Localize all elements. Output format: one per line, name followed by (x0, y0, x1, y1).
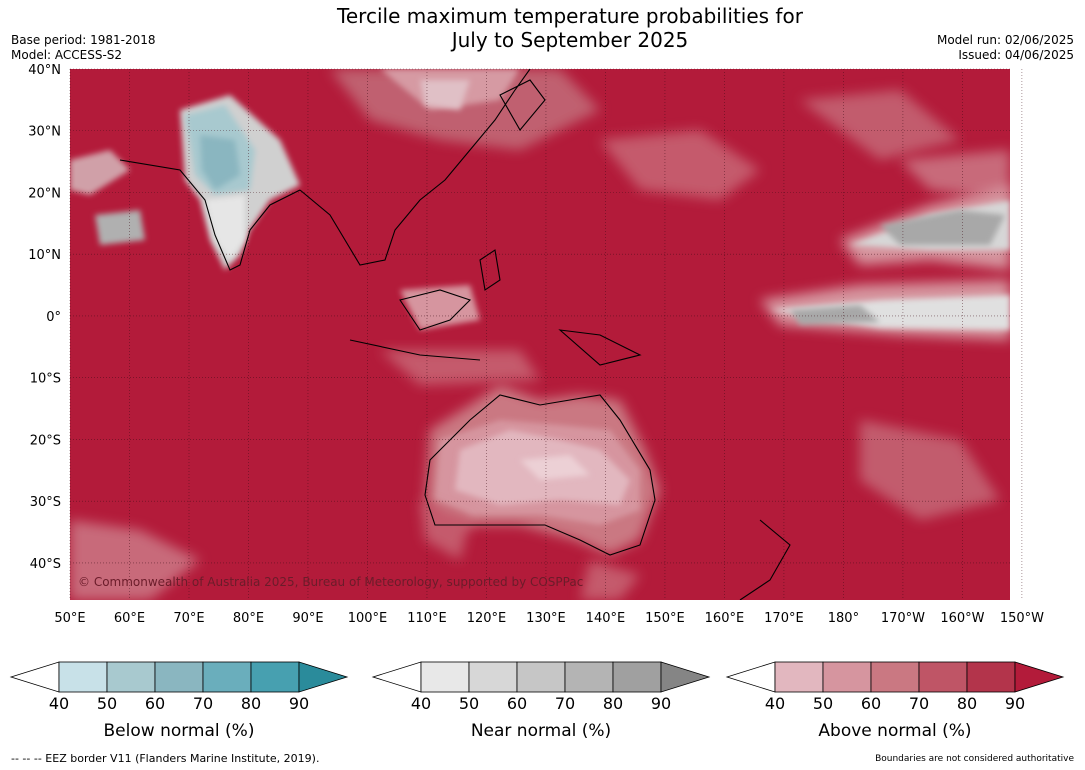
eez-footnote: -- -- -- EEZ border V11 (Flanders Marine… (11, 752, 320, 765)
lon-tick-label: 150°W (1000, 611, 1044, 626)
colorbar-2: 40 50 60 70 80 90 Near normal (%) (371, 661, 711, 741)
colorbar-extend-low (371, 661, 422, 693)
colorbar-3: 40 50 60 70 80 90 Above normal (%) (725, 661, 1065, 741)
colorbar-segment (822, 661, 872, 693)
lon-tick-label: 90°E (292, 611, 323, 626)
colorbar-tick-label: 70 (193, 694, 213, 713)
model-name: Model: ACCESS-S2 (11, 48, 123, 62)
colorbar-label: Above normal (%) (818, 721, 971, 741)
lon-tick-label: 60°E (114, 611, 145, 626)
copyright-text: © Commonwealth of Australia 2025, Bureau… (78, 575, 583, 589)
title-line-2: July to September 2025 (451, 28, 689, 52)
lon-tick-label: 70°E (173, 611, 204, 626)
colorbar-extend-low (9, 661, 60, 693)
graticule (69, 68, 1023, 600)
colorbar-segment (202, 661, 252, 693)
colorbar-tick-label: 40 (411, 694, 431, 713)
colorbar-segment (870, 661, 920, 693)
lat-tick-label: 10°S (30, 372, 61, 387)
lat-tick-label: 20°S (30, 433, 61, 448)
colorbar-tick-label: 90 (651, 694, 671, 713)
colorbar-tick-label: 60 (861, 694, 881, 713)
colorbar-segment (966, 661, 1016, 693)
colorbar-tick-label: 90 (1005, 694, 1025, 713)
colorbar-tick-label: 50 (97, 694, 117, 713)
lon-tick-label: 150°E (645, 611, 685, 626)
lat-tick-label: 10°N (28, 248, 61, 263)
colorbar-segment (774, 661, 824, 693)
latitude-tick-labels: 40°N 30°N 20°N 10°N 0° 10°S 20°S 30°S 40°S (28, 63, 61, 572)
meta-left: Base period: 1981-2018 Model: ACCESS-S2 (11, 33, 156, 63)
colorbar-tick-label: 60 (145, 694, 165, 713)
colorbar-segment (250, 661, 300, 693)
lon-tick-label: 160°E (705, 611, 745, 626)
lon-tick-label: 130°E (526, 611, 566, 626)
lon-tick-label: 80°E (233, 611, 264, 626)
colorbar-tick-label: 40 (765, 694, 785, 713)
colorbar-tick-label: 60 (507, 694, 527, 713)
colorbar-extend-high (1014, 661, 1065, 693)
title-line-1: Tercile maximum temperature probabilitie… (337, 4, 803, 28)
colorbar-tick-label: 40 (49, 694, 69, 713)
colorbar-tick-label: 70 (555, 694, 575, 713)
colorbar-tick-label: 80 (957, 694, 977, 713)
colorbar-tick-label: 50 (459, 694, 479, 713)
lon-tick-label: 170°W (881, 611, 925, 626)
colorbar-segment (468, 661, 518, 693)
lon-tick-label: 180° (828, 611, 859, 626)
colorbar-segment (106, 661, 156, 693)
lon-tick-label: 160°W (940, 611, 984, 626)
lat-tick-label: 30°S (30, 495, 61, 510)
base-period: Base period: 1981-2018 (11, 33, 156, 47)
map-title: Tercile maximum temperature probabilitie… (0, 4, 1085, 52)
colorbar-tick-label: 90 (289, 694, 309, 713)
lat-tick-label: 40°S (30, 557, 61, 572)
colorbar-extend-low (725, 661, 776, 693)
lat-tick-label: 40°N (28, 63, 61, 78)
colorbar-label: Below normal (%) (104, 721, 255, 741)
colorbar-tick-label: 50 (813, 694, 833, 713)
boundary-footnote: Boundaries are not considered authoritat… (875, 754, 1074, 764)
longitude-tick-labels: 50°E 60°E 70°E 80°E 90°E 100°E 110°E 120°E 130°E… (54, 611, 1044, 626)
colorbar-segment (154, 661, 204, 693)
lon-tick-label: 50°E (54, 611, 85, 626)
lat-tick-label: 0° (46, 310, 61, 325)
lon-tick-label: 170°E (764, 611, 804, 626)
coastlines (119, 69, 791, 600)
meta-right: Model run: 02/06/2025 Issued: 04/06/2025 (937, 33, 1074, 63)
colorbar-label: Near normal (%) (471, 721, 611, 741)
lat-tick-label: 20°N (28, 186, 61, 201)
lon-tick-label: 140°E (586, 611, 626, 626)
colorbar-segment (564, 661, 614, 693)
lon-tick-label: 100°E (348, 611, 388, 626)
colorbar-segment (420, 661, 470, 693)
colorbar-segment (516, 661, 566, 693)
colorbar-extend-high (298, 661, 349, 693)
issued-date: Issued: 04/06/2025 (958, 48, 1074, 62)
colorbar-tick-label: 80 (241, 694, 261, 713)
lat-tick-label: 30°N (28, 125, 61, 140)
model-run: Model run: 02/06/2025 (936, 33, 1074, 47)
colorbar-tick-label: 70 (909, 694, 929, 713)
colorbar-1: 40 50 60 70 80 90 Below normal (%) (9, 661, 349, 741)
lon-tick-label: 110°E (407, 611, 447, 626)
colorbar-segment (58, 661, 108, 693)
probability-shading (70, 69, 1010, 600)
colorbar-segment (612, 661, 662, 693)
colorbar-extend-high (660, 661, 711, 693)
colorbar-segment (918, 661, 968, 693)
lon-tick-label: 120°E (467, 611, 507, 626)
colorbars: 40 50 60 70 80 90 Below normal (%) 40 50 60 70 80 90… (9, 661, 1065, 741)
colorbar-tick-label: 80 (603, 694, 623, 713)
